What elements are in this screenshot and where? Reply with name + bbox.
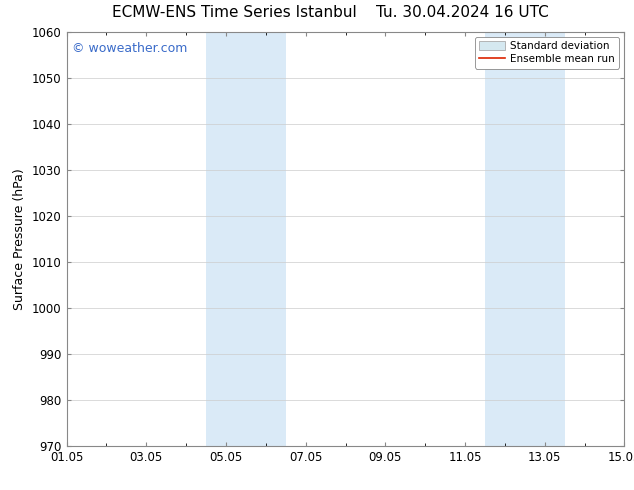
Text: © woweather.com: © woweather.com	[72, 42, 188, 55]
Y-axis label: Surface Pressure (hPa): Surface Pressure (hPa)	[13, 168, 27, 310]
Bar	[206, 32, 286, 446]
Bar	[485, 32, 565, 446]
Text: ECMW-ENS Time Series Istanbul: ECMW-ENS Time Series Istanbul	[112, 4, 357, 20]
Legend: Standard deviation, Ensemble mean run: Standard deviation, Ensemble mean run	[475, 37, 619, 69]
Text: Tu. 30.04.2024 16 UTC: Tu. 30.04.2024 16 UTC	[377, 4, 549, 20]
